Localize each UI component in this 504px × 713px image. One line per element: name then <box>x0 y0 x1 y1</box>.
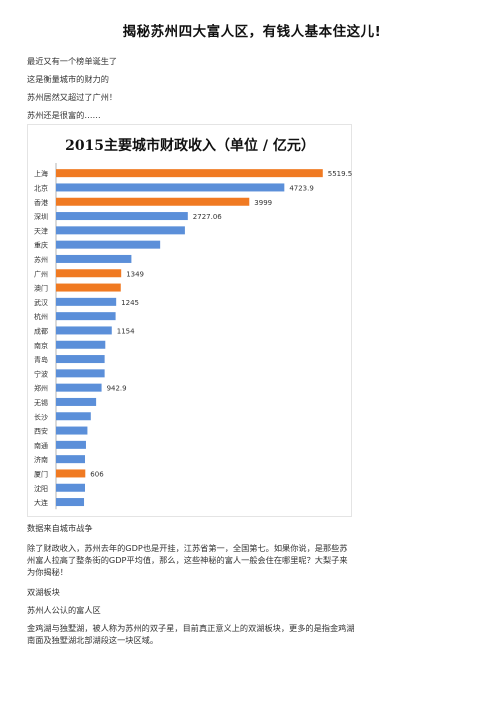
bar <box>56 355 105 364</box>
body-paragraph-2: 金鸡湖与独墅湖，被人称为苏州的双子星，目前真正意义上的双湖板块，更多的是指金鸡湖… <box>27 623 355 645</box>
bar <box>56 297 117 306</box>
finance-revenue-chart: 2015主要城市财政收入（单位 / 亿元） 上海 5519.5 北京 4723.9 香港 3… <box>27 124 352 517</box>
bar <box>56 440 86 449</box>
bar <box>56 326 112 335</box>
data-label: 5519.5 <box>328 170 353 178</box>
category-label: 青岛 <box>34 355 48 364</box>
category-label: 重庆 <box>34 241 48 250</box>
bar <box>56 283 121 292</box>
category-label: 无锡 <box>34 398 48 407</box>
intro-line-2: 这是衡量城市的财力的 <box>27 74 109 84</box>
category-label: 澳门 <box>34 284 48 293</box>
data-label: 1349 <box>126 270 144 278</box>
data-label: 2727.06 <box>193 213 222 221</box>
category-label: 南通 <box>34 441 48 450</box>
category-label: 成都 <box>34 326 48 335</box>
bar <box>56 169 323 178</box>
category-label: 天津 <box>34 227 48 235</box>
category-label: 南京 <box>34 341 48 350</box>
category-label: 北京 <box>34 183 48 192</box>
category-label: 深圳 <box>34 212 48 221</box>
data-label: 4723.9 <box>289 184 314 192</box>
category-label: 沈阳 <box>34 484 48 493</box>
category-label: 济南 <box>34 455 48 464</box>
category-label: 杭州 <box>34 312 48 321</box>
bar <box>56 226 185 235</box>
bar <box>56 183 285 192</box>
bar <box>56 369 105 378</box>
page-title: 揭秘苏州四大富人区，有钱人基本住这儿! <box>122 24 382 40</box>
category-label: 宁波 <box>34 369 48 378</box>
bar <box>56 412 91 421</box>
data-label: 3999 <box>254 199 272 207</box>
category-label: 厦门 <box>34 469 48 478</box>
bar <box>56 469 86 478</box>
bar <box>56 212 188 221</box>
chart-canvas: 2015主要城市财政收入（单位 / 亿元） 上海 5519.5 北京 4723.9 香港 3… <box>34 137 353 510</box>
section-subheading: 苏州人公认的富人区 <box>27 605 101 615</box>
intro-line-4: 苏州还是很富的…… <box>27 110 101 120</box>
body-paragraph-1: 除了财政收入，苏州去年的GDP也是开挂，江苏省第一，全国第七。如果你说，是那些苏… <box>27 543 348 577</box>
bar <box>56 498 85 507</box>
category-label: 苏州 <box>34 255 48 264</box>
category-label: 上海 <box>34 169 48 178</box>
bar <box>56 197 250 206</box>
bar <box>56 383 102 392</box>
bar <box>56 254 132 263</box>
category-label: 武汉 <box>34 298 48 307</box>
category-label: 郑州 <box>34 385 48 393</box>
category-label: 香港 <box>34 198 48 207</box>
category-label: 西安 <box>34 427 48 436</box>
bar <box>56 269 122 278</box>
chart-title: 2015主要城市财政收入（单位 / 亿元） <box>65 137 315 154</box>
bar <box>56 426 88 435</box>
intro-line-1: 最近又有一个榜单诞生了 <box>27 56 118 66</box>
data-label: 1245 <box>121 299 139 307</box>
section-heading: 双湖板块 <box>27 587 60 597</box>
category-label: 广州 <box>34 269 48 278</box>
bar <box>56 340 106 349</box>
bar <box>56 483 85 492</box>
category-label: 大连 <box>34 498 48 507</box>
data-label: 1154 <box>117 327 135 335</box>
data-label: 942.9 <box>107 385 127 393</box>
category-label: 长沙 <box>34 412 48 421</box>
source-line: 数据来自城市战争 <box>27 523 93 533</box>
data-label: 606 <box>90 470 104 478</box>
bar <box>56 312 116 321</box>
bar <box>56 455 85 464</box>
intro-line-3: 苏州居然又超过了广州！ <box>27 92 118 102</box>
bar <box>56 397 97 406</box>
bar <box>56 240 161 249</box>
